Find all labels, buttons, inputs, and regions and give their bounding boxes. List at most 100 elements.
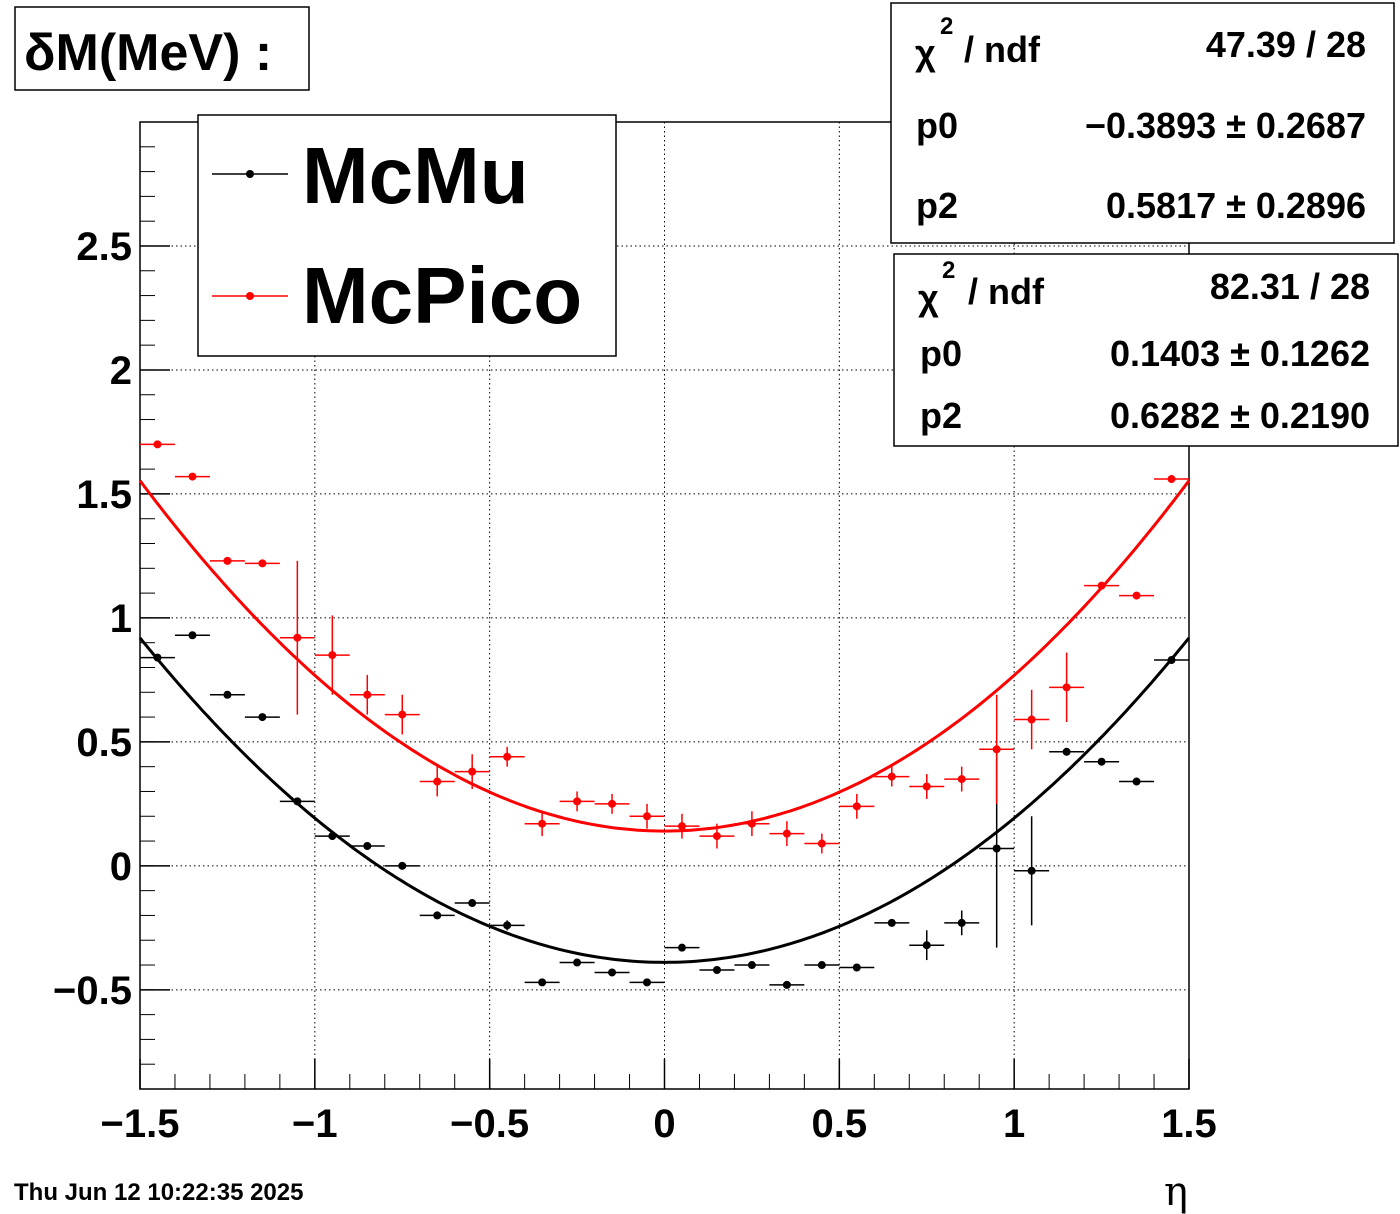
x-tick-label: −1 bbox=[292, 1102, 338, 1146]
stats2-chi2-sup: 2 bbox=[942, 257, 955, 284]
stats1-chi2-value: 47.39 / 28 bbox=[1206, 24, 1366, 65]
point-marker bbox=[188, 631, 197, 640]
point-marker bbox=[153, 440, 162, 449]
data-point-mcmu bbox=[140, 653, 175, 662]
legend-label-mcpico: McPico bbox=[302, 251, 582, 340]
data-point-mcpico bbox=[454, 754, 490, 789]
timestamp: Thu Jun 12 10:22:35 2025 bbox=[14, 1179, 303, 1206]
point-marker bbox=[817, 961, 826, 970]
point-marker bbox=[258, 559, 267, 568]
data-point-mcmu bbox=[664, 943, 700, 952]
x-tick-label: 1 bbox=[1003, 1102, 1025, 1146]
data-point-mcpico bbox=[384, 694, 420, 735]
legend-label-mcmu: McMu bbox=[302, 131, 529, 220]
data-point-mcmu bbox=[909, 930, 945, 961]
chart-title: δM(MeV) : bbox=[24, 24, 272, 82]
y-tick-label: 0.5 bbox=[76, 721, 132, 765]
point-marker bbox=[293, 797, 302, 806]
title-box bbox=[14, 6, 310, 91]
data-point-mcpico bbox=[279, 560, 315, 715]
y-tick-label: 1 bbox=[110, 597, 132, 641]
point-marker bbox=[398, 710, 407, 719]
x-tick-label: 0 bbox=[653, 1102, 675, 1146]
y-tick-labels: −0.5 0 0.5 1 1.5 2 2.5 bbox=[53, 225, 132, 1013]
y-tick-label: 0 bbox=[110, 845, 132, 889]
data-point-mcpico bbox=[489, 746, 525, 767]
data-point-mcmu bbox=[244, 713, 280, 722]
data-point-mcpico bbox=[769, 821, 805, 847]
point-marker bbox=[363, 690, 372, 699]
data-point-mcpico bbox=[594, 793, 630, 814]
data-point-mcmu bbox=[734, 961, 770, 970]
point-marker bbox=[677, 943, 686, 952]
x-tick-label: 0.5 bbox=[812, 1102, 868, 1146]
data-point-mcmu bbox=[769, 980, 805, 989]
data-point-mcpico bbox=[874, 766, 910, 787]
data-point-mcpico bbox=[559, 791, 595, 812]
point-marker bbox=[468, 899, 477, 908]
stats2-p2-value: 0.6282 ± 0.2190 bbox=[1110, 395, 1370, 436]
data-point-mcmu bbox=[629, 978, 665, 987]
point-marker bbox=[573, 797, 582, 806]
point-marker bbox=[712, 965, 721, 974]
point-marker bbox=[643, 978, 652, 987]
point-marker bbox=[223, 690, 232, 699]
data-point-mcmu bbox=[944, 910, 980, 936]
point-marker bbox=[1027, 866, 1036, 875]
data-point-mcmu bbox=[279, 797, 315, 806]
point-marker bbox=[363, 842, 372, 851]
data-point-mcpico bbox=[804, 833, 840, 854]
point-marker bbox=[1167, 475, 1176, 484]
data-point-mcmu bbox=[174, 631, 210, 640]
point-marker bbox=[608, 968, 617, 977]
stats1-p2-value: 0.5817 ± 0.2896 bbox=[1106, 185, 1366, 226]
data-point-mcmu bbox=[874, 918, 910, 927]
point-marker bbox=[643, 812, 652, 821]
point-marker bbox=[1167, 656, 1176, 665]
stats1-p0-label: p0 bbox=[916, 105, 958, 146]
data-point-mcpico bbox=[244, 559, 280, 568]
data-points bbox=[140, 440, 1189, 989]
data-point-mcpico bbox=[349, 674, 385, 715]
data-point-mcmu bbox=[839, 963, 875, 972]
point-marker bbox=[328, 651, 337, 660]
point-marker bbox=[992, 745, 1001, 754]
stats-box-mcpico bbox=[893, 253, 1399, 447]
point-marker bbox=[503, 921, 512, 930]
point-marker bbox=[782, 980, 791, 989]
point-marker bbox=[1132, 591, 1141, 600]
data-point-mcmu bbox=[559, 958, 595, 967]
point-marker bbox=[817, 839, 826, 848]
data-point-mcmu bbox=[1014, 816, 1050, 926]
point-marker bbox=[992, 844, 1001, 853]
fit-curve-mcpico bbox=[138, 479, 1191, 833]
data-point-mcpico bbox=[944, 766, 980, 792]
point-marker bbox=[677, 822, 686, 831]
fit-curve-mcmu bbox=[138, 636, 1191, 964]
x-tick-labels: −1.5 −1 −0.5 0 0.5 1 1.5 bbox=[101, 1102, 1217, 1146]
point-marker bbox=[293, 633, 302, 642]
point-marker bbox=[747, 819, 756, 828]
data-point-mcmu bbox=[524, 978, 560, 987]
stats1-p0-value: −0.3893 ± 0.2687 bbox=[1085, 105, 1366, 146]
point-marker bbox=[957, 918, 966, 927]
data-point-mcmu bbox=[1154, 656, 1189, 665]
axis-ticks bbox=[139, 146, 1190, 1090]
x-axis-label: η bbox=[1164, 1169, 1188, 1214]
data-point-mcpico bbox=[1154, 475, 1189, 484]
point-marker bbox=[957, 775, 966, 784]
data-point-mcmu bbox=[349, 842, 385, 851]
data-point-mcmu bbox=[594, 968, 630, 977]
stats2-p0-label: p0 bbox=[920, 333, 962, 374]
data-point-mcpico bbox=[1119, 591, 1155, 600]
data-point-mcpico bbox=[629, 803, 665, 829]
data-point-mcpico bbox=[1014, 689, 1050, 750]
data-point-mcpico bbox=[1084, 581, 1120, 590]
x-tick-label: −1.5 bbox=[101, 1102, 180, 1146]
y-tick-label: 1.5 bbox=[76, 473, 132, 517]
stats2-p2-label: p2 bbox=[920, 395, 962, 436]
point-marker bbox=[223, 556, 232, 565]
point-marker bbox=[887, 772, 896, 781]
point-marker bbox=[188, 472, 197, 481]
